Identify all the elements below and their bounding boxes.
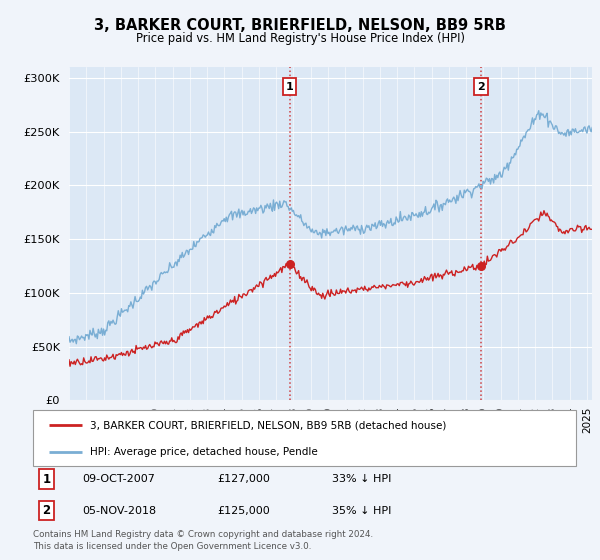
Text: 09-OCT-2007: 09-OCT-2007: [82, 474, 155, 484]
Text: Price paid vs. HM Land Registry's House Price Index (HPI): Price paid vs. HM Land Registry's House …: [136, 32, 464, 45]
Text: 3, BARKER COURT, BRIERFIELD, NELSON, BB9 5RB (detached house): 3, BARKER COURT, BRIERFIELD, NELSON, BB9…: [90, 420, 446, 430]
Text: 2: 2: [43, 504, 50, 517]
Text: 1: 1: [43, 473, 50, 486]
Text: 1: 1: [286, 82, 293, 91]
Text: 35% ↓ HPI: 35% ↓ HPI: [332, 506, 391, 516]
Text: 2: 2: [477, 82, 485, 91]
Text: 33% ↓ HPI: 33% ↓ HPI: [332, 474, 391, 484]
Text: 05-NOV-2018: 05-NOV-2018: [82, 506, 156, 516]
Text: HPI: Average price, detached house, Pendle: HPI: Average price, detached house, Pend…: [90, 447, 318, 457]
Text: £125,000: £125,000: [218, 506, 271, 516]
Text: £127,000: £127,000: [218, 474, 271, 484]
FancyBboxPatch shape: [33, 410, 576, 466]
Text: This data is licensed under the Open Government Licence v3.0.: This data is licensed under the Open Gov…: [33, 542, 311, 550]
Text: Contains HM Land Registry data © Crown copyright and database right 2024.: Contains HM Land Registry data © Crown c…: [33, 530, 373, 539]
Text: 3, BARKER COURT, BRIERFIELD, NELSON, BB9 5RB: 3, BARKER COURT, BRIERFIELD, NELSON, BB9…: [94, 18, 506, 33]
